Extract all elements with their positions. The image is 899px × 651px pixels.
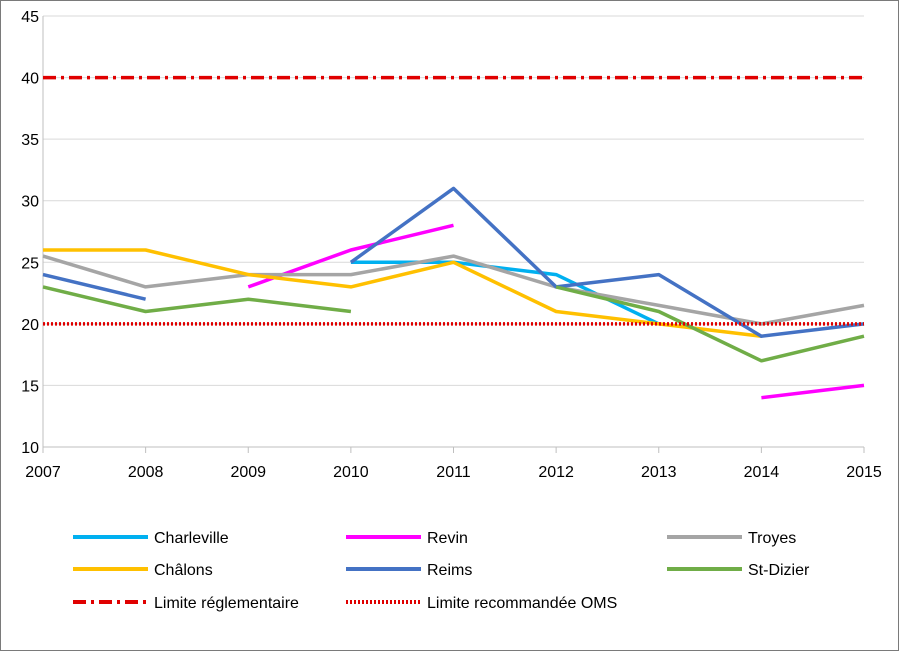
x-tick-label-2010: 2010: [333, 464, 369, 481]
series-line-troyes: [42, 254, 865, 326]
y-tick-label-20: 20: [21, 317, 39, 334]
x-tick-label-2012: 2012: [538, 464, 574, 481]
legend-label-charleville: Charleville: [154, 530, 229, 547]
y-tick-label-15: 15: [21, 378, 39, 395]
x-tick-label-2007: 2007: [25, 464, 61, 481]
y-tick-label-30: 30: [21, 194, 39, 211]
x-tick-label-2015: 2015: [846, 464, 882, 481]
series-line-revin-2: [761, 383, 865, 400]
series-line-chalons: [43, 248, 762, 338]
x-tick-label-2009: 2009: [230, 464, 266, 481]
legend-label-limite-recommandee-oms: Limite recommandée OMS: [427, 595, 617, 612]
legend-label-reims: Reims: [427, 562, 472, 579]
x-tick-label-2008: 2008: [128, 464, 164, 481]
series-line-reims-2: [349, 186, 865, 338]
x-tick-label-2013: 2013: [641, 464, 677, 481]
axes: [42, 16, 865, 453]
y-tick-label-40: 40: [21, 71, 39, 88]
legend-label-st-dizier: St-Dizier: [748, 562, 810, 579]
legend-label-limite-reglementaire: Limite réglementaire: [154, 595, 299, 612]
y-tick-label-10: 10: [21, 440, 39, 457]
reference-lines: [43, 75, 864, 326]
x-tick-label-2011: 2011: [436, 464, 471, 481]
y-tick-label-45: 45: [21, 9, 39, 26]
x-tick-label-2014: 2014: [744, 464, 780, 481]
y-tick-label-25: 25: [21, 255, 39, 272]
legend-label-chalons: Châlons: [154, 562, 213, 579]
gridlines: [43, 15, 864, 386]
tick-labels: 10 15 20 25 30 35 40 45 2007 2008 2009 2010 2011 2012…: [21, 9, 882, 481]
legend-label-troyes: Troyes: [748, 530, 796, 547]
series-line-st-dizier-2: [555, 285, 865, 363]
legend-label-revin: Revin: [427, 530, 468, 547]
series-lines: [42, 186, 865, 400]
series-line-reims-1: [42, 272, 147, 301]
y-tick-label-35: 35: [21, 132, 39, 149]
legend: Charleville Revin Troyes Châlons Reims St-Diz…: [73, 530, 810, 612]
series-line-st-dizier-1: [42, 285, 352, 314]
